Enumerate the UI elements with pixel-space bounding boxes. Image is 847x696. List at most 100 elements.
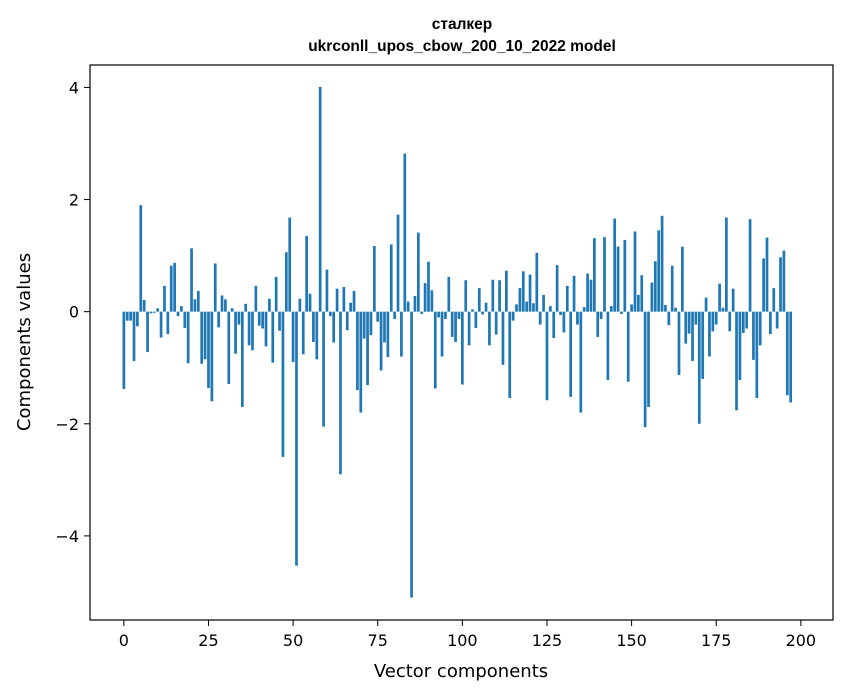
bar <box>670 265 674 312</box>
bar <box>549 306 552 312</box>
bar <box>284 252 288 312</box>
bar <box>169 265 173 312</box>
bar <box>630 304 633 312</box>
bar <box>372 246 376 312</box>
bar <box>356 311 359 391</box>
bar <box>569 311 573 397</box>
bar <box>552 311 556 339</box>
bar <box>264 311 268 347</box>
bar <box>251 311 254 351</box>
bar <box>203 311 207 360</box>
bar <box>721 307 725 312</box>
bar <box>156 308 160 312</box>
bar <box>386 311 390 358</box>
bar <box>281 311 285 457</box>
bar <box>664 304 667 312</box>
bar <box>637 294 640 312</box>
bar <box>755 311 759 398</box>
x-tick-label: 150 <box>616 631 647 650</box>
bar <box>559 311 562 316</box>
bar <box>738 311 742 381</box>
y-axis-label: Components values <box>14 253 35 431</box>
bar <box>318 86 322 312</box>
bar <box>207 311 210 388</box>
bar <box>555 265 559 312</box>
bar <box>190 248 193 312</box>
bar <box>474 311 478 328</box>
bar <box>369 311 373 336</box>
bar <box>681 246 684 312</box>
bar <box>511 311 515 321</box>
bar <box>227 311 231 384</box>
bar <box>288 217 292 312</box>
x-tick-label: 100 <box>447 631 478 650</box>
bar <box>769 311 772 335</box>
bar <box>542 294 545 312</box>
bar <box>274 276 278 312</box>
bar-series <box>122 86 793 598</box>
bar <box>240 311 244 407</box>
bar <box>406 301 410 312</box>
bar <box>457 311 461 319</box>
y-tick-label: 4 <box>69 78 79 97</box>
bar <box>437 311 441 318</box>
bar <box>684 311 688 344</box>
bar <box>657 230 661 312</box>
bar <box>291 311 295 363</box>
bar <box>217 311 220 328</box>
bar <box>775 311 779 329</box>
bar <box>521 271 525 312</box>
bar <box>298 298 302 312</box>
bar <box>389 244 393 312</box>
bar <box>785 311 789 396</box>
bar <box>593 238 596 312</box>
y-tick-label: −2 <box>55 415 79 434</box>
bar <box>498 280 501 312</box>
bar <box>152 311 156 313</box>
bar <box>772 288 776 312</box>
bar <box>349 302 352 312</box>
bar <box>362 311 366 339</box>
bar <box>129 311 132 321</box>
bar <box>342 287 346 312</box>
bar <box>210 311 214 402</box>
bar <box>433 311 437 389</box>
bar <box>728 311 732 332</box>
bar <box>352 290 356 312</box>
bar <box>687 311 691 334</box>
bar <box>477 288 481 312</box>
bar <box>494 311 498 335</box>
bar <box>305 235 308 312</box>
bar <box>626 311 630 382</box>
bar <box>444 311 447 319</box>
bar <box>132 311 136 361</box>
x-tick-label: 175 <box>701 631 732 650</box>
bar <box>322 311 325 427</box>
bar <box>366 311 369 386</box>
y-tick-label: −4 <box>55 527 79 546</box>
chart-title: сталкер <box>432 16 493 33</box>
bar <box>328 311 332 317</box>
bar <box>359 311 363 413</box>
bar <box>677 311 681 376</box>
bar <box>484 302 488 312</box>
bar <box>525 301 529 312</box>
y-tick-label: 0 <box>69 303 79 322</box>
bar <box>149 311 153 314</box>
bar <box>230 308 234 312</box>
bar <box>613 218 617 312</box>
bar <box>501 311 505 365</box>
bar <box>271 311 275 363</box>
bar <box>440 311 444 357</box>
bar <box>779 257 782 312</box>
bar <box>196 290 200 312</box>
bar <box>758 311 762 346</box>
bar <box>427 261 430 312</box>
bar <box>481 311 485 315</box>
bar <box>735 311 738 411</box>
bar <box>450 311 454 337</box>
bar <box>579 311 583 413</box>
bar <box>572 275 576 312</box>
bar <box>278 311 281 331</box>
bar <box>697 311 701 424</box>
